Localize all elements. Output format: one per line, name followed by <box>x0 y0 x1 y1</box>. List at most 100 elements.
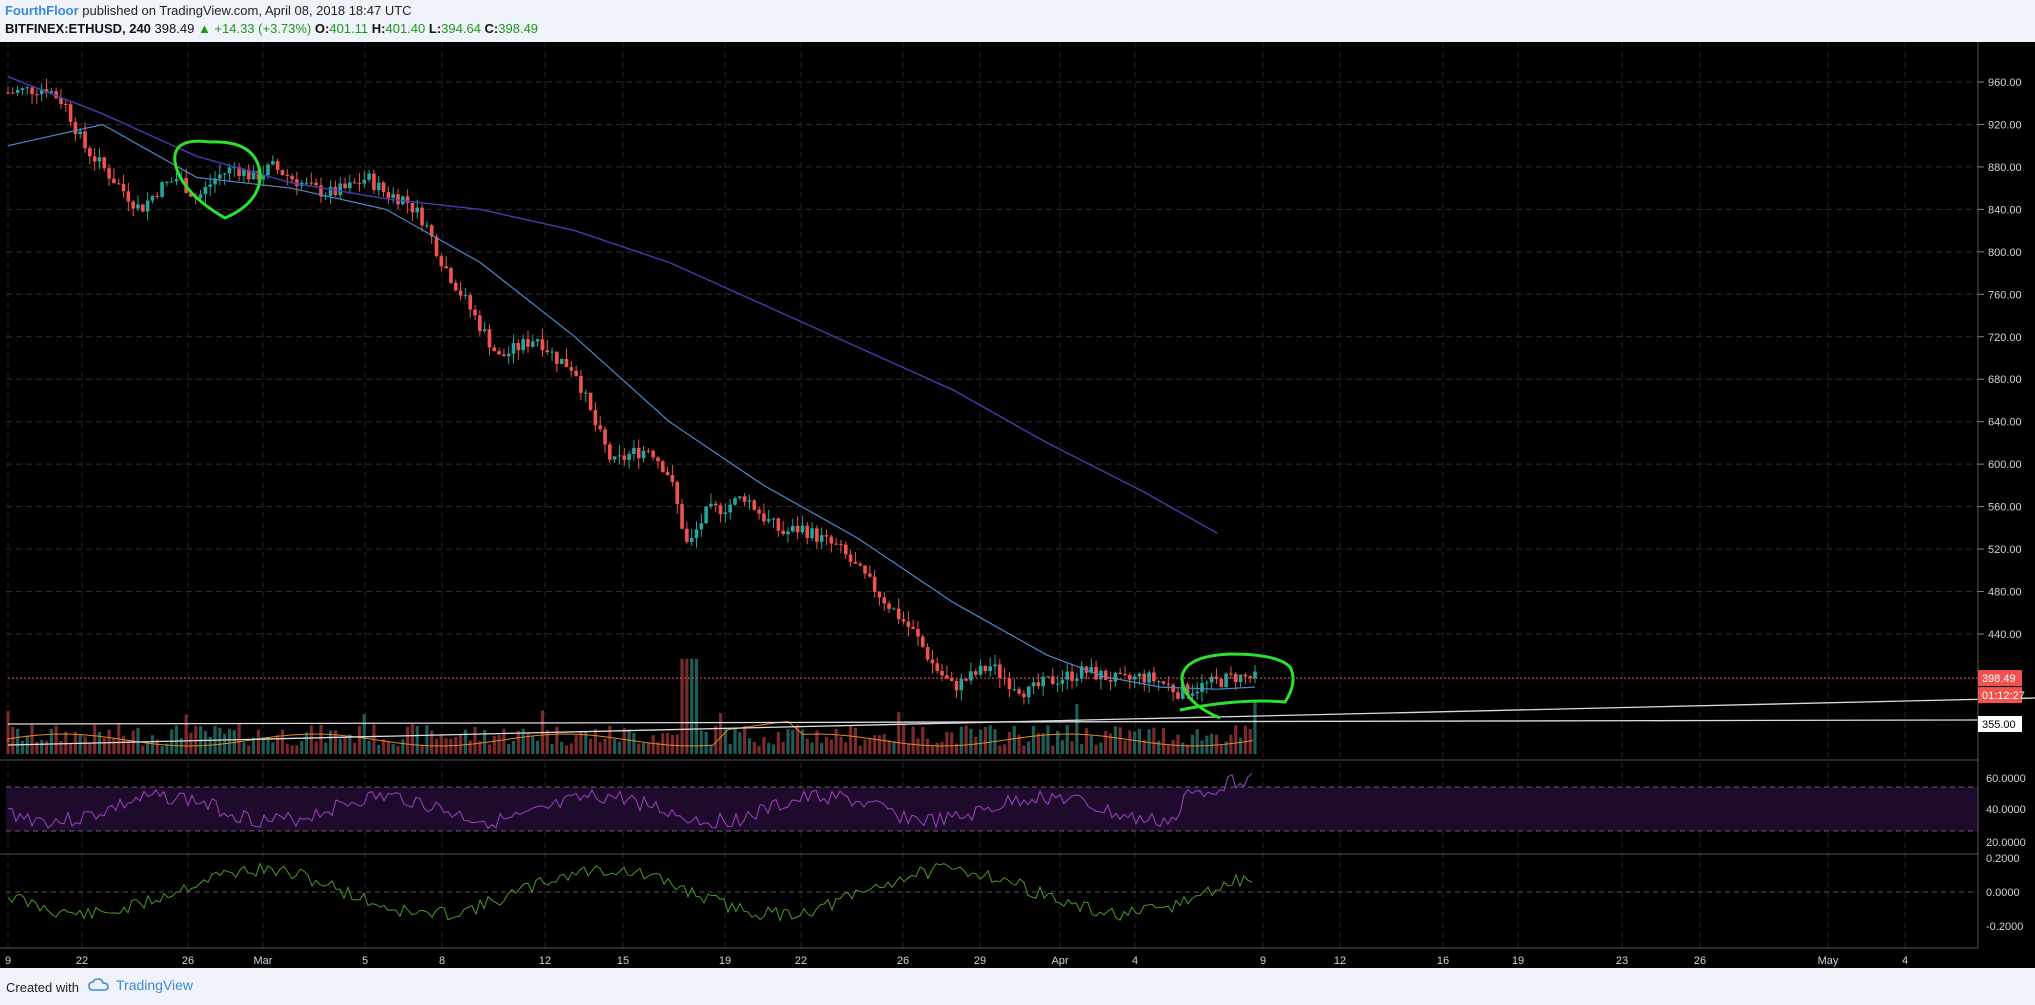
candle-body <box>116 183 121 185</box>
candle-body <box>121 183 126 192</box>
volume-bar <box>911 726 915 754</box>
volume-bar <box>35 741 39 754</box>
price-change: ▲ +14.33 (+3.73%) <box>197 21 312 36</box>
candle-body <box>1248 676 1252 679</box>
tradingview-link[interactable]: TradingView <box>88 977 193 993</box>
chart-canvas[interactable]: 60.0000 40.0000 20.0000 0.2000 0.0000 -0.2000… <box>0 42 2035 968</box>
candle-body <box>198 194 203 199</box>
candle-body <box>314 182 318 186</box>
volume-bar <box>1224 741 1228 754</box>
volume-bar <box>406 726 410 754</box>
volume-bar <box>1248 728 1252 754</box>
candle-body <box>169 181 174 183</box>
publish-info: published on TradingView.com, April 08, … <box>78 3 412 18</box>
candle-body <box>559 358 564 364</box>
candle-body <box>694 529 699 539</box>
volume-bar <box>333 730 337 754</box>
candle-body <box>1147 672 1151 683</box>
price-tick-label: 640.00 <box>1988 417 2022 429</box>
open-value: 401.11 <box>329 21 369 36</box>
volume-bar <box>998 745 1002 754</box>
candle-body <box>107 168 111 179</box>
volume-bar <box>295 745 299 754</box>
volume-bar <box>1036 732 1040 754</box>
candle-body <box>896 608 901 620</box>
candle-body <box>309 182 314 184</box>
candle-body <box>1243 674 1248 677</box>
candle-body <box>328 186 333 196</box>
countdown-tag: 01:12:27 <box>1982 690 2025 702</box>
volume-bar <box>107 729 111 754</box>
volume-bar <box>430 730 434 754</box>
volume-bar <box>950 732 954 754</box>
ohlc-line: BITFINEX:ETHUSD, 240 398.49 ▲ +14.33 (+3… <box>5 21 538 36</box>
candle-body <box>632 447 636 454</box>
author-link[interactable]: FourthFloor <box>5 3 79 18</box>
time-tick-label: 16 <box>1437 955 1449 967</box>
volume-bar <box>1128 730 1132 754</box>
volume-bar <box>670 734 675 754</box>
volume-bar <box>637 743 641 754</box>
volume-bar <box>473 726 477 754</box>
volume-bar <box>78 735 82 754</box>
candle-body <box>656 457 660 462</box>
volume-bar <box>781 741 785 754</box>
candle-body <box>819 535 824 542</box>
candle-body <box>232 167 237 169</box>
volume-bar <box>1027 741 1031 754</box>
volume-bar <box>266 736 270 754</box>
candle-body <box>405 196 410 203</box>
volume-bar <box>704 731 708 754</box>
tradingview-brand: TradingView <box>116 977 194 993</box>
candle-body <box>588 392 593 410</box>
volume-bar <box>776 731 780 754</box>
volume-bar <box>718 713 723 754</box>
volume-bar <box>353 742 357 754</box>
volume-bar <box>88 743 92 754</box>
volume-bar <box>256 729 260 754</box>
candle-body <box>608 444 612 460</box>
candle-body <box>752 500 757 510</box>
candle-body <box>1195 691 1200 694</box>
candle-body <box>810 528 814 539</box>
candle-body <box>453 282 458 291</box>
candle-body <box>1205 682 1209 684</box>
volume-bar <box>699 730 703 754</box>
volume-bar <box>439 734 443 754</box>
time-tick-label: 26 <box>182 955 194 967</box>
last-price: 398.49 <box>154 21 195 36</box>
candle-body <box>1075 678 1079 681</box>
volume-bar <box>304 732 309 754</box>
volume-bar <box>136 727 140 754</box>
candle-body <box>1166 683 1171 685</box>
candle-body <box>887 603 891 609</box>
candle-body <box>410 202 415 213</box>
volume-bar <box>959 726 963 754</box>
ma-slow-line <box>7 76 1218 534</box>
candle-body <box>617 455 622 457</box>
footer: Created with TradingView <box>0 968 2035 1005</box>
candle-body <box>92 156 97 162</box>
candle-body <box>160 182 164 197</box>
high-value: 401.40 <box>385 21 426 36</box>
volume-bar <box>276 734 280 754</box>
candle-body <box>444 266 448 269</box>
volume-bar <box>666 732 670 754</box>
volume-bar <box>16 728 20 754</box>
volume-bar <box>791 729 795 754</box>
price-tick-label: 480.00 <box>1988 587 2022 599</box>
volume-bar <box>468 740 472 754</box>
ma-fast-line <box>7 123 1256 690</box>
countdown-tag-bg <box>1978 687 2022 704</box>
candle-body <box>680 504 684 529</box>
candle-body <box>174 179 179 182</box>
candle-body <box>1065 671 1070 680</box>
volume-bar <box>930 745 935 754</box>
candle-body <box>280 170 285 176</box>
time-tick-label: 9 <box>1260 955 1266 967</box>
candle-body <box>1132 676 1137 680</box>
candle-body <box>834 543 838 545</box>
candle-body <box>1171 684 1175 693</box>
candle-body <box>1060 679 1065 684</box>
volume-bar <box>892 741 896 754</box>
